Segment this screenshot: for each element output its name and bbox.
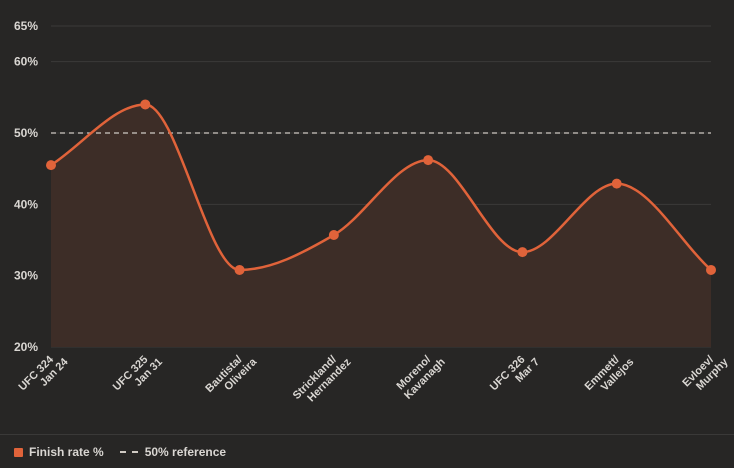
y-tick-50: 50% [14, 126, 38, 140]
data-point-4 [328, 230, 339, 241]
x-tick-3: Bautista/Oliveira [203, 347, 259, 403]
y-tick-60: 60% [14, 55, 38, 69]
data-point-3 [234, 264, 245, 275]
x-tick-7: Emmett/Vallejos [583, 348, 637, 402]
legend-reference-dash [119, 451, 138, 453]
x-tick-4: Strickland/Hernandez [291, 347, 354, 410]
y-tick-20: 20% [14, 340, 38, 354]
legend-series-swatch [14, 447, 23, 457]
finish-rate-line [50, 103, 712, 272]
legend-divider [0, 434, 734, 435]
data-point-1 [46, 160, 56, 171]
y-tick-30: 30% [14, 269, 38, 283]
legend-reference-label: 50% reference [144, 445, 227, 459]
x-tick-5: Moreno/Kavanagh [394, 347, 448, 401]
x-tick-6: UFC 326Mar 7 [488, 348, 542, 402]
x-tick-8: Evloev/Murphy [680, 347, 731, 398]
y-axis-ticks: 20% 30% 40% 50% 60% 65% [14, 19, 38, 354]
y-tick-40: 40% [14, 197, 38, 211]
data-point-8 [706, 264, 716, 275]
data-point-7 [611, 178, 622, 189]
legend: Finish rate % 50% reference [14, 445, 226, 459]
legend-series-label: Finish rate % [29, 445, 104, 459]
data-points [46, 99, 716, 275]
data-point-6 [517, 247, 528, 258]
x-tick-2: UFC 325Jan 31 [111, 348, 165, 402]
x-tick-1: UFC 324Jan 24 [17, 347, 72, 402]
x-axis-ticks: UFC 324Jan 24 UFC 325Jan 31 Bautista/Olive… [17, 347, 732, 410]
y-tick-65: 65% [14, 19, 38, 33]
finish-rate-area [51, 104, 711, 347]
data-point-2 [140, 99, 151, 110]
data-point-5 [423, 155, 434, 166]
